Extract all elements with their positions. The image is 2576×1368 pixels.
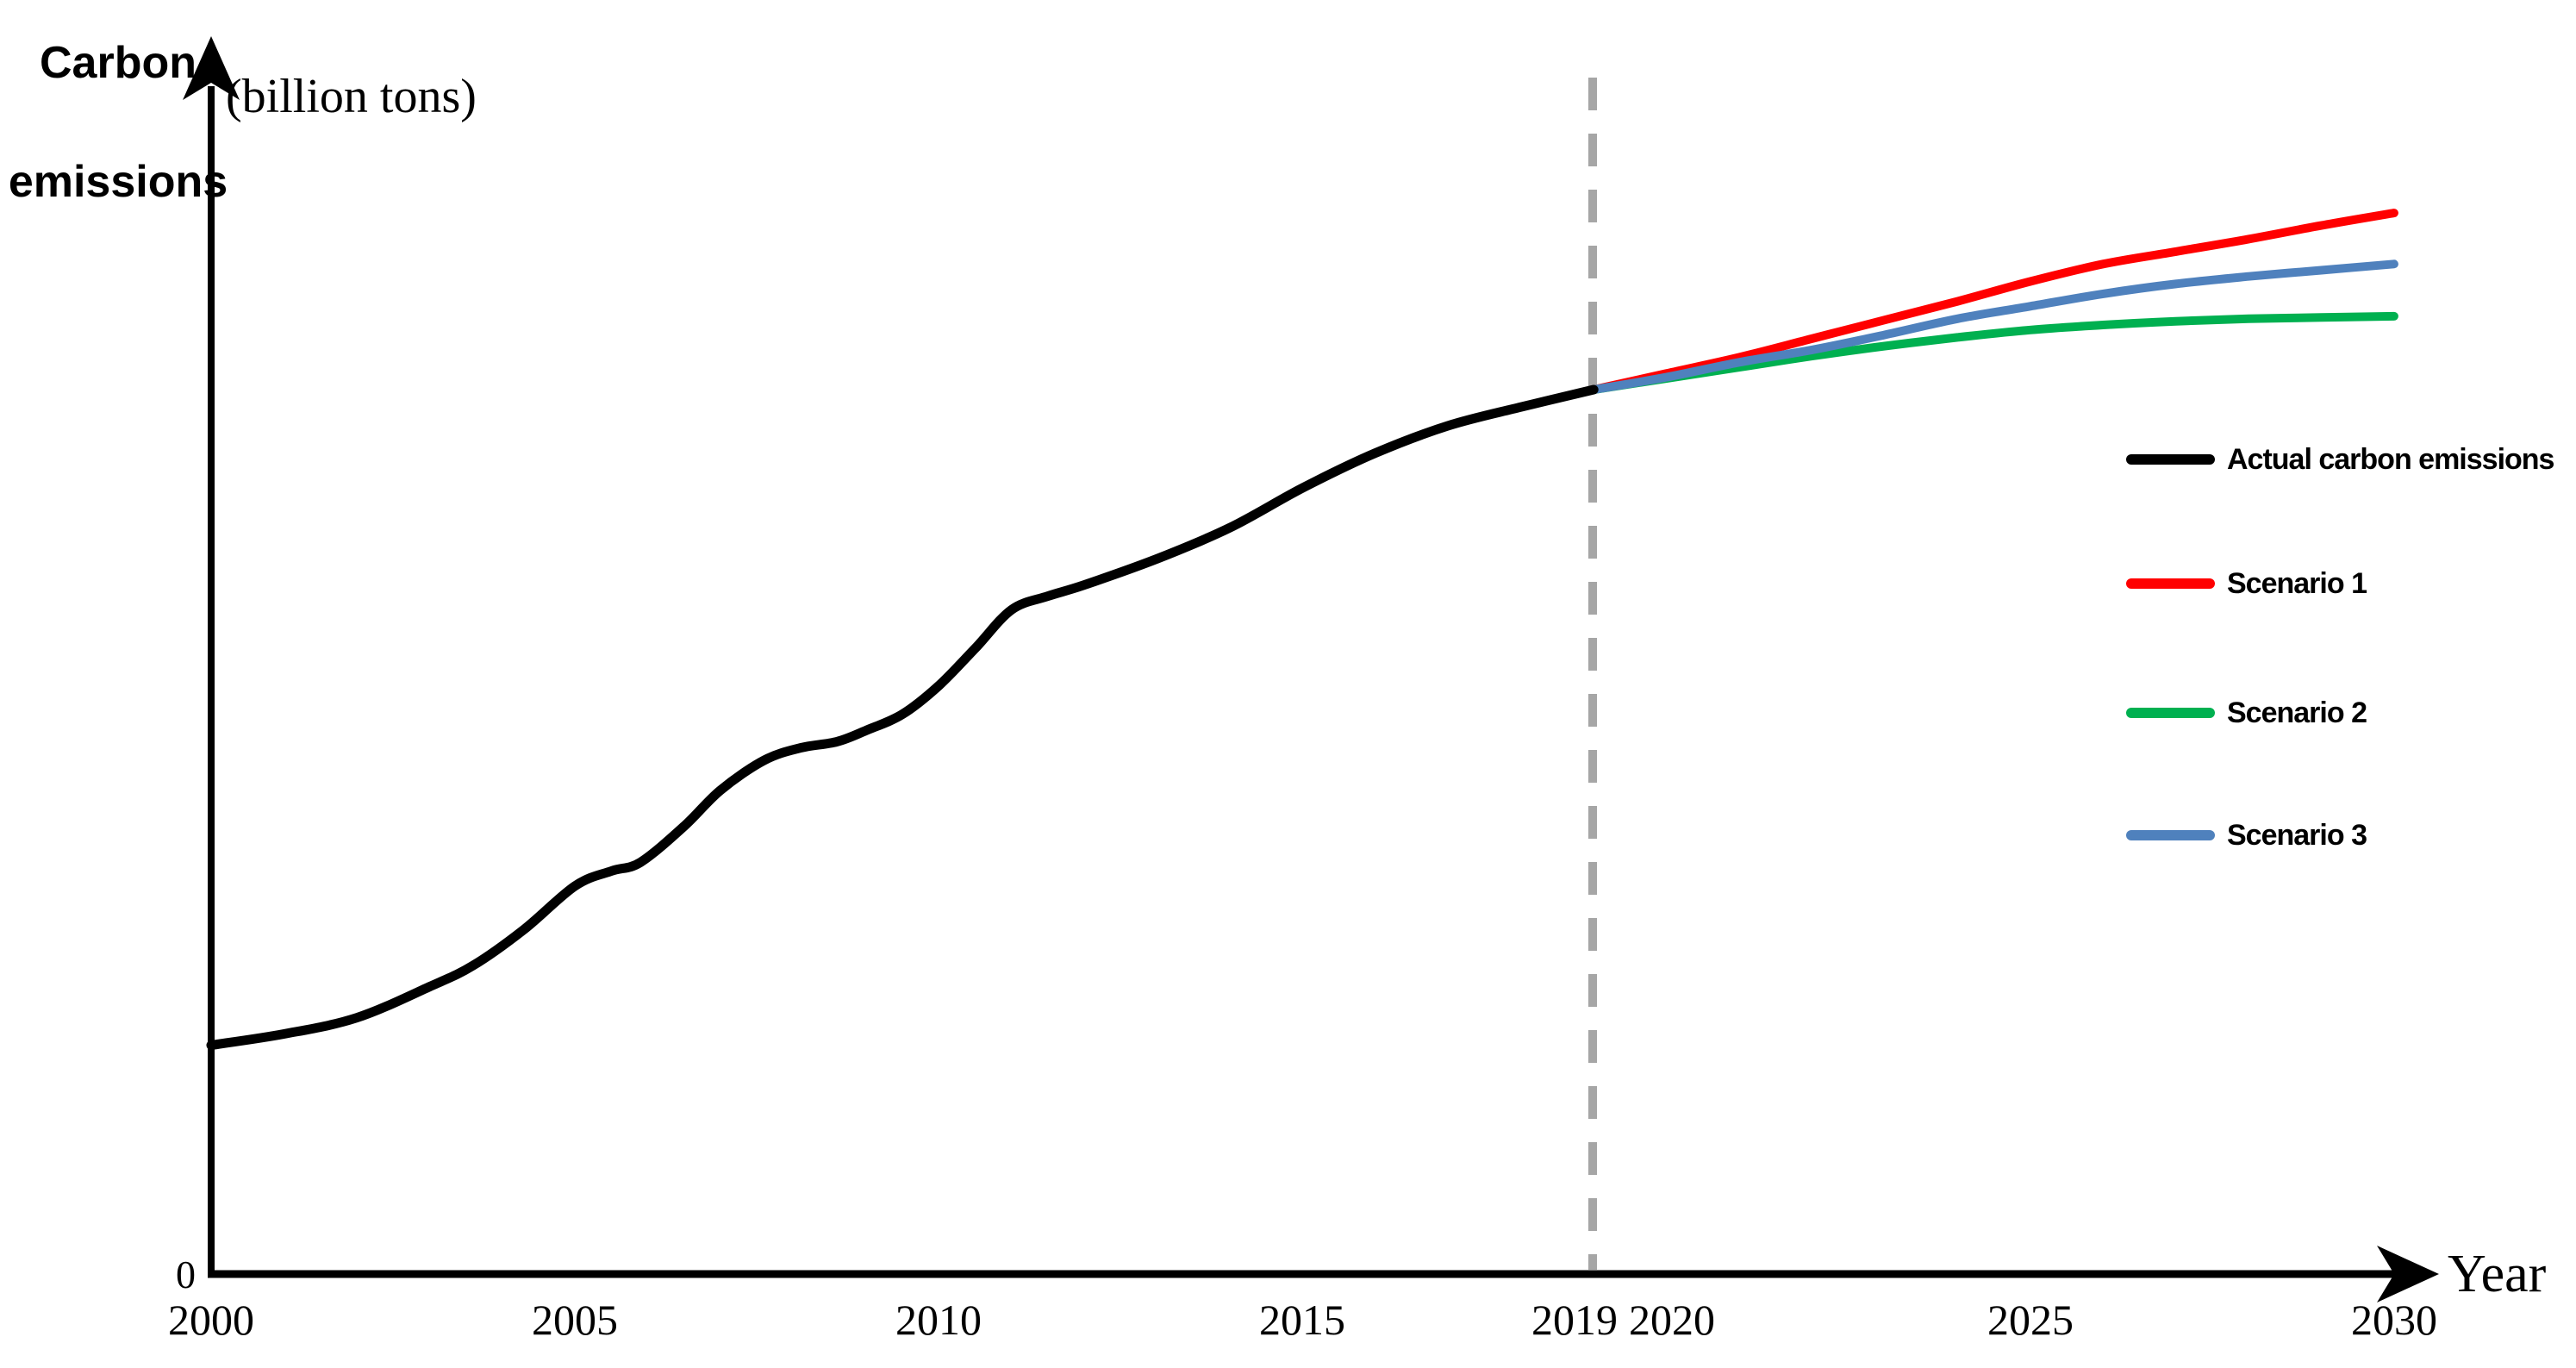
x-axis-arrow-icon bbox=[2377, 1246, 2439, 1302]
legend-item: Scenario 2 bbox=[2126, 696, 2367, 729]
scenario-1-line bbox=[1589, 209, 2398, 394]
actual-emissions-line bbox=[206, 384, 1599, 1050]
x-tick-labels: 2000 2005 2010 2015 2019 2020 2025 2030 bbox=[168, 1296, 2437, 1344]
x-axis-title: Year bbox=[2448, 1245, 2547, 1303]
legend-item: Actual carbon emissions bbox=[2126, 443, 2555, 476]
x-tick-label-2025: 2025 bbox=[1987, 1296, 2074, 1344]
legend-item-label: Scenario 2 bbox=[2227, 696, 2367, 729]
y-axis-title-line2: emissions bbox=[9, 157, 228, 207]
legend-item: Scenario 1 bbox=[2126, 567, 2367, 600]
scenario-2-line bbox=[1589, 311, 2398, 394]
scenario-3-line bbox=[1589, 259, 2398, 394]
y-axis-title-line1: Carbon bbox=[40, 38, 196, 88]
legend-item-label: Scenario 3 bbox=[2227, 819, 2367, 852]
x-tick-label-2020: 2020 bbox=[1629, 1296, 1715, 1344]
x-tick-label-2030: 2030 bbox=[2351, 1296, 2437, 1344]
legend-item-label: Scenario 1 bbox=[2227, 567, 2367, 600]
y-axis-arrow-icon bbox=[183, 36, 240, 100]
origin-label: 0 bbox=[176, 1252, 196, 1296]
x-tick-label-2005: 2005 bbox=[532, 1296, 618, 1344]
y-axis-units-label: (billion tons) bbox=[226, 70, 477, 123]
x-tick-label-2000: 2000 bbox=[168, 1296, 254, 1344]
x-tick-label-2019: 2019 bbox=[1531, 1296, 1618, 1344]
series-group bbox=[206, 209, 2398, 1050]
legend: Actual carbon emissions Scenario 1 Scenari… bbox=[2126, 443, 2555, 852]
x-tick-label-2010: 2010 bbox=[895, 1296, 982, 1344]
legend-item: Scenario 3 bbox=[2126, 819, 2367, 852]
legend-item-label: Actual carbon emissions bbox=[2227, 443, 2554, 476]
x-tick-label-2015: 2015 bbox=[1259, 1296, 1345, 1344]
